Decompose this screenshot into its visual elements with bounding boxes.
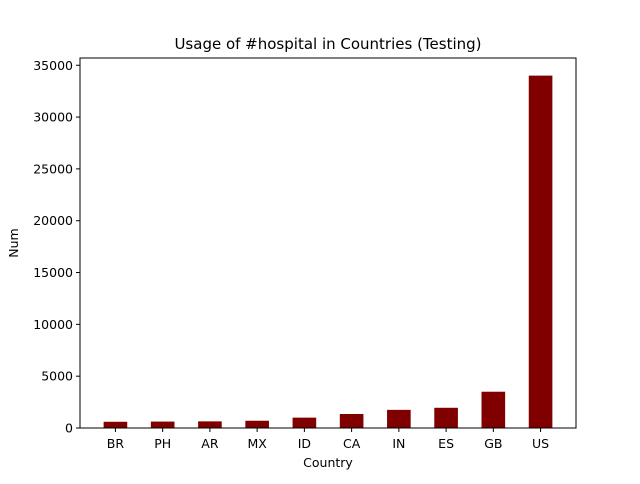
bar-ar <box>198 421 222 428</box>
bar-mx <box>245 420 269 428</box>
x-axis-ticks: BR PH AR MX ID CA IN ES GB US <box>107 428 549 451</box>
y-tick-label: 0 <box>65 421 73 436</box>
x-tick-label: CA <box>343 436 361 451</box>
y-tick-label: 20000 <box>33 213 73 228</box>
bar-ph <box>150 421 175 428</box>
x-tick-label: ES <box>438 436 454 451</box>
x-tick-label: BR <box>107 436 125 451</box>
y-tick-label: 10000 <box>33 317 73 332</box>
y-tick-label: 35000 <box>33 58 73 73</box>
bar-id <box>292 417 317 428</box>
y-axis-ticks: 0 5000 10000 15000 20000 25000 30000 35000 <box>33 58 80 436</box>
x-tick-label: AR <box>201 436 219 451</box>
x-tick-label: MX <box>247 436 267 451</box>
y-tick-label: 15000 <box>33 265 73 280</box>
x-axis-label: Country <box>303 455 353 470</box>
x-tick-label: PH <box>154 436 171 451</box>
x-tick-label: ID <box>298 436 311 451</box>
bar-br <box>103 421 128 428</box>
x-tick-label: IN <box>392 436 405 451</box>
y-tick-label: 30000 <box>33 110 73 125</box>
bar-us <box>528 75 553 428</box>
x-tick-label: GB <box>484 436 502 451</box>
chart-title: Usage of #hospital in Countries (Testing… <box>174 35 481 53</box>
y-tick-label: 25000 <box>33 161 73 176</box>
y-axis-label: Num <box>6 228 21 257</box>
bar-gb <box>481 391 506 428</box>
plot-frame <box>79 57 577 429</box>
y-tick-label: 5000 <box>41 369 73 384</box>
bars-group <box>103 75 553 428</box>
x-tick-label: US <box>532 436 549 451</box>
bar-ca <box>339 414 364 428</box>
bar-es <box>434 407 458 428</box>
bar-in <box>387 409 411 428</box>
